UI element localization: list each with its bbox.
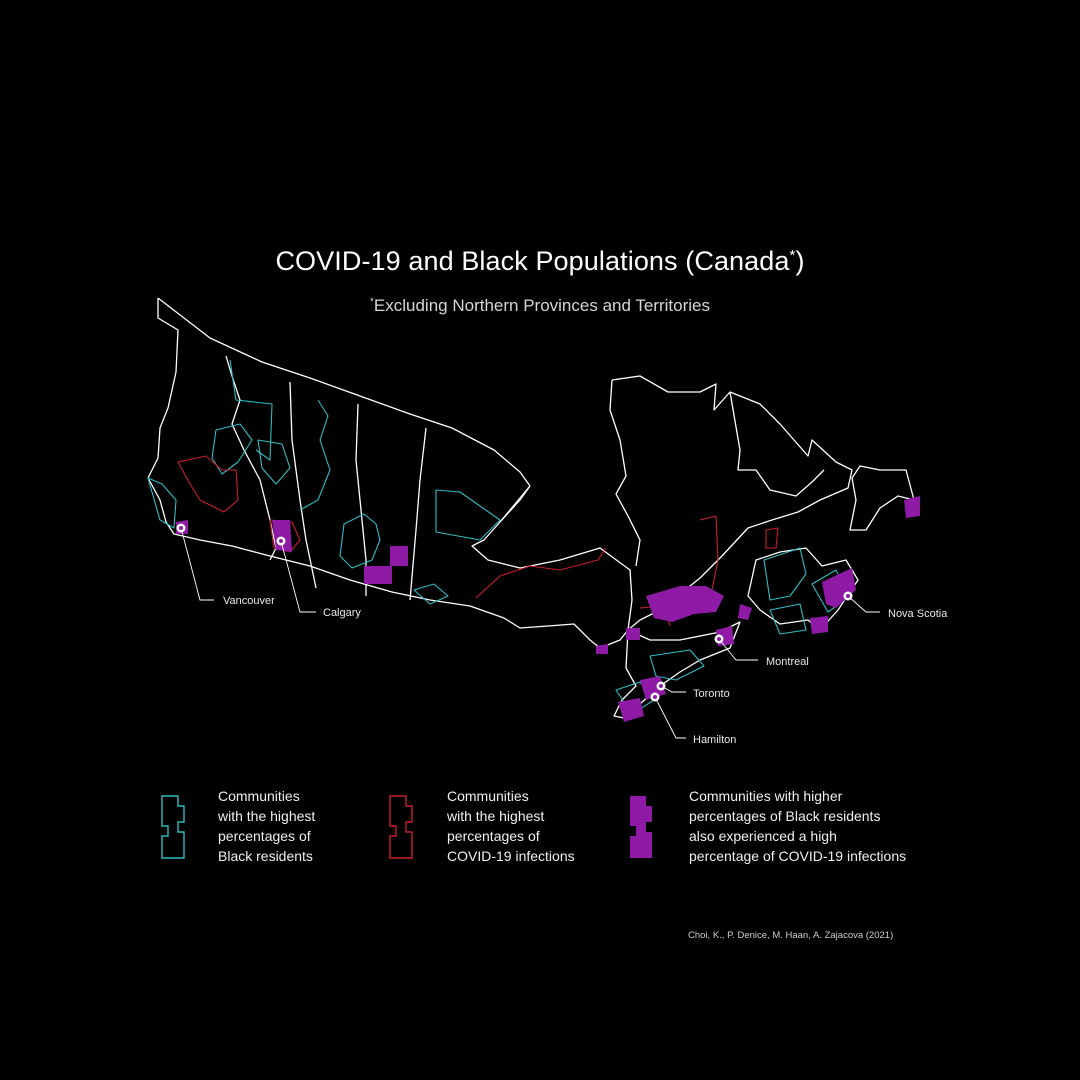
city-label-hamilton: Hamilton (693, 734, 736, 746)
calgary-leader (280, 540, 316, 613)
map-title: COVID-19 and Black Populations (Canada*) (275, 246, 805, 276)
province-borders (147, 297, 915, 719)
outline-red-icon (389, 795, 413, 859)
quebec-inner (609, 379, 641, 567)
city-label-toronto: Toronto (693, 688, 730, 700)
legend-item-black-residents: Communities with the highest percentages… (218, 788, 316, 864)
vancouver-leader (180, 527, 214, 601)
maritimes (747, 547, 859, 631)
city-labels: Vancouver Calgary Montreal Toronto Hamil… (223, 595, 948, 746)
city-label-montreal: Montreal (766, 656, 809, 668)
city-label-nova-scotia: Nova Scotia (888, 608, 948, 620)
filled-purple-icon (630, 796, 652, 858)
labrador (729, 391, 825, 497)
source-credit: Choi, K., P. Denice, M. Haan, A. Zajacov… (688, 930, 894, 941)
city-dots (176, 523, 853, 702)
western-outline (147, 298, 629, 649)
outline-cyan-icon (161, 795, 185, 859)
legend-item-covid-infections: Communities with the highest percentages… (447, 788, 575, 864)
ab-sk-border (289, 381, 317, 589)
overlap-areas (176, 496, 920, 722)
quebec-outline (611, 375, 853, 631)
interior-line-1 (499, 485, 531, 523)
city-label-vancouver: Vancouver (223, 595, 275, 607)
bc-ab-border (225, 355, 277, 561)
nova-scotia-leader (847, 595, 880, 613)
montreal-leader (718, 638, 758, 661)
newfoundland (849, 465, 915, 531)
black-residents-areas (147, 359, 851, 715)
hudson-coast (471, 485, 633, 631)
hamilton-leader (654, 696, 686, 739)
map-subtitle: *Excluding Northern Provinces and Territ… (370, 296, 710, 315)
northern-edge (157, 297, 531, 487)
legend-item-overlap: Communities with higher percentages of B… (689, 788, 907, 864)
legend-icons (161, 795, 652, 859)
mb-on-border (409, 427, 427, 601)
city-label-calgary: Calgary (323, 607, 361, 619)
city-markers (180, 527, 880, 739)
